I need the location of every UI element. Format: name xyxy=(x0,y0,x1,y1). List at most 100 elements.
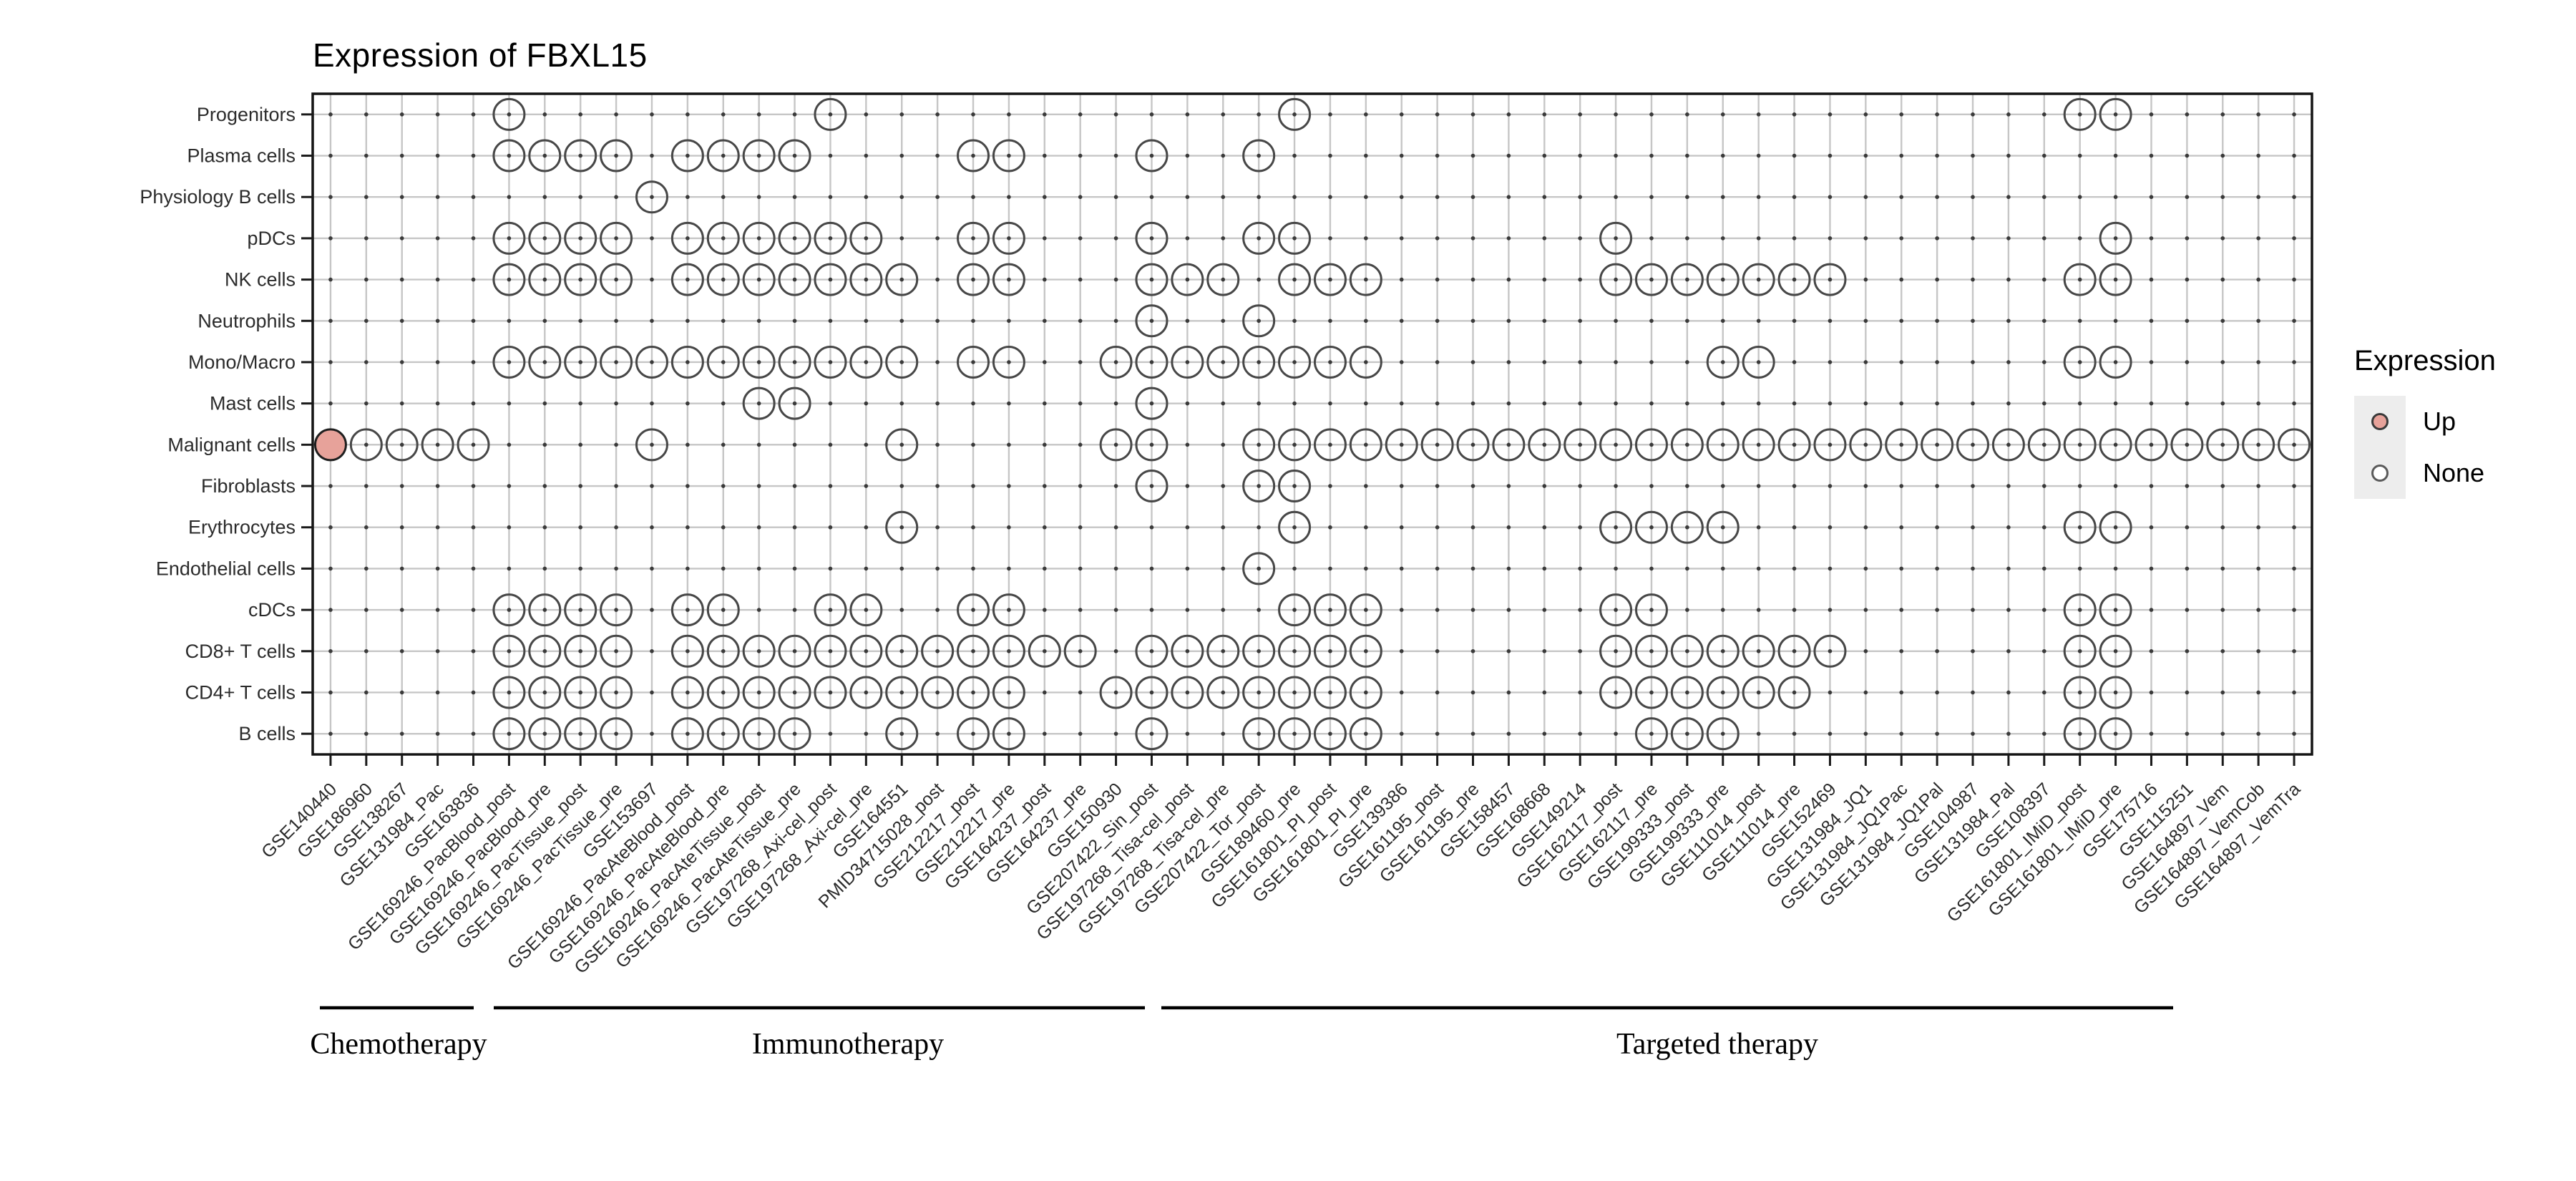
grid-dot xyxy=(756,690,761,695)
grid-dot xyxy=(2042,442,2046,447)
grid-dot xyxy=(578,690,582,695)
grid-dot xyxy=(1614,648,1618,653)
expression-none-dot xyxy=(635,428,668,462)
grid-dot xyxy=(1257,195,1261,200)
grid-dot xyxy=(1935,360,1939,364)
grid-dot xyxy=(1685,195,1689,200)
grid-dot xyxy=(2077,608,2082,612)
grid-dot xyxy=(2256,732,2260,736)
grid-dot xyxy=(1257,401,1261,406)
grid-dot xyxy=(471,608,476,612)
grid-dot xyxy=(2042,648,2046,653)
grid-dot xyxy=(1007,525,1011,530)
expression-none-dot xyxy=(706,221,740,255)
grid-dot xyxy=(435,608,440,612)
grid-dot xyxy=(1720,648,1725,653)
grid-dot xyxy=(1257,690,1261,695)
grid-dot xyxy=(2077,525,2082,530)
grid-dot xyxy=(2185,153,2190,158)
grid-dot xyxy=(364,648,369,653)
grid-dot xyxy=(1828,153,1833,158)
grid-dot xyxy=(2256,566,2260,571)
grid-dot xyxy=(399,732,404,736)
expression-none-dot xyxy=(600,221,633,255)
grid-dot xyxy=(2149,195,2154,200)
grid-dot xyxy=(1470,690,1475,695)
grid-dot xyxy=(1470,648,1475,653)
grid-dot xyxy=(364,608,369,612)
grid-dot xyxy=(971,236,975,240)
grid-dot xyxy=(756,401,761,406)
expression-none-dot xyxy=(528,345,562,379)
expression-none-dot xyxy=(1991,428,2025,462)
grid-dot xyxy=(2042,277,2046,282)
grid-dot xyxy=(792,690,797,695)
grid-dot xyxy=(1328,195,1332,200)
grid-dot xyxy=(471,319,476,324)
grid-dot xyxy=(686,401,690,406)
grid-dot xyxy=(1364,566,1368,571)
grid-dot xyxy=(1435,525,1440,530)
expression-none-dot xyxy=(1313,593,1347,627)
grid-dot xyxy=(1078,360,1083,364)
expression-none-dot xyxy=(957,263,990,296)
expression-none-dot xyxy=(921,676,955,709)
expression-none-dot xyxy=(2063,510,2097,544)
grid-dot xyxy=(935,690,940,695)
expression-none-dot xyxy=(635,345,668,379)
grid-dot xyxy=(1399,484,1404,488)
expression-none-dot xyxy=(1349,263,1382,296)
expression-none-dot xyxy=(706,717,740,751)
grid-dot xyxy=(2077,648,2082,653)
grid-dot xyxy=(1828,112,1833,117)
grid-dot xyxy=(1971,153,1975,158)
grid-dot xyxy=(1971,648,1975,653)
grid-dot xyxy=(1649,319,1654,324)
grid-dot xyxy=(1078,690,1083,695)
grid-dot xyxy=(2292,236,2296,240)
grid-dot xyxy=(2006,648,2011,653)
grid-dot xyxy=(578,566,582,571)
grid-dot xyxy=(2292,360,2296,364)
expression-none-dot xyxy=(1313,345,1347,379)
grid-dot xyxy=(1435,566,1440,571)
grid-dot xyxy=(435,195,440,200)
expression-none-dot xyxy=(1278,428,1312,462)
grid-dot xyxy=(1685,525,1689,530)
grid-dot xyxy=(1078,566,1083,571)
grid-dot xyxy=(507,566,512,571)
grid-dot xyxy=(2042,195,2046,200)
grid-dot xyxy=(507,690,512,695)
grid-dot xyxy=(2220,195,2225,200)
grid-dot xyxy=(1007,732,1011,736)
grid-dot xyxy=(2042,153,2046,158)
grid-dot xyxy=(2077,277,2082,282)
grid-dot xyxy=(686,732,690,736)
grid-dot xyxy=(614,690,618,695)
grid-dot xyxy=(578,648,582,653)
grid-dot xyxy=(1899,277,1904,282)
grid-dot xyxy=(614,236,618,240)
grid-dot xyxy=(1149,732,1154,736)
grid-dot xyxy=(1542,690,1547,695)
grid-dot xyxy=(1078,153,1083,158)
grid-dot xyxy=(1292,608,1297,612)
grid-dot xyxy=(1470,277,1475,282)
grid-dot xyxy=(1899,153,1904,158)
legend-key-none xyxy=(2354,447,2406,499)
grid-dot xyxy=(364,401,369,406)
expression-none-dot xyxy=(1278,510,1312,544)
expression-none-dot xyxy=(2063,428,2097,462)
grid-dot xyxy=(1971,525,1975,530)
grid-dot xyxy=(1542,732,1547,736)
grid-dot xyxy=(828,277,833,282)
expression-none-dot xyxy=(564,717,597,751)
expression-none-dot xyxy=(885,345,919,379)
grid-dot xyxy=(1649,442,1654,447)
expression-none-dot xyxy=(670,263,704,296)
grid-dot xyxy=(828,525,833,530)
grid-dot xyxy=(1578,690,1582,695)
grid-dot xyxy=(1756,608,1761,612)
grid-dot xyxy=(1649,648,1654,653)
